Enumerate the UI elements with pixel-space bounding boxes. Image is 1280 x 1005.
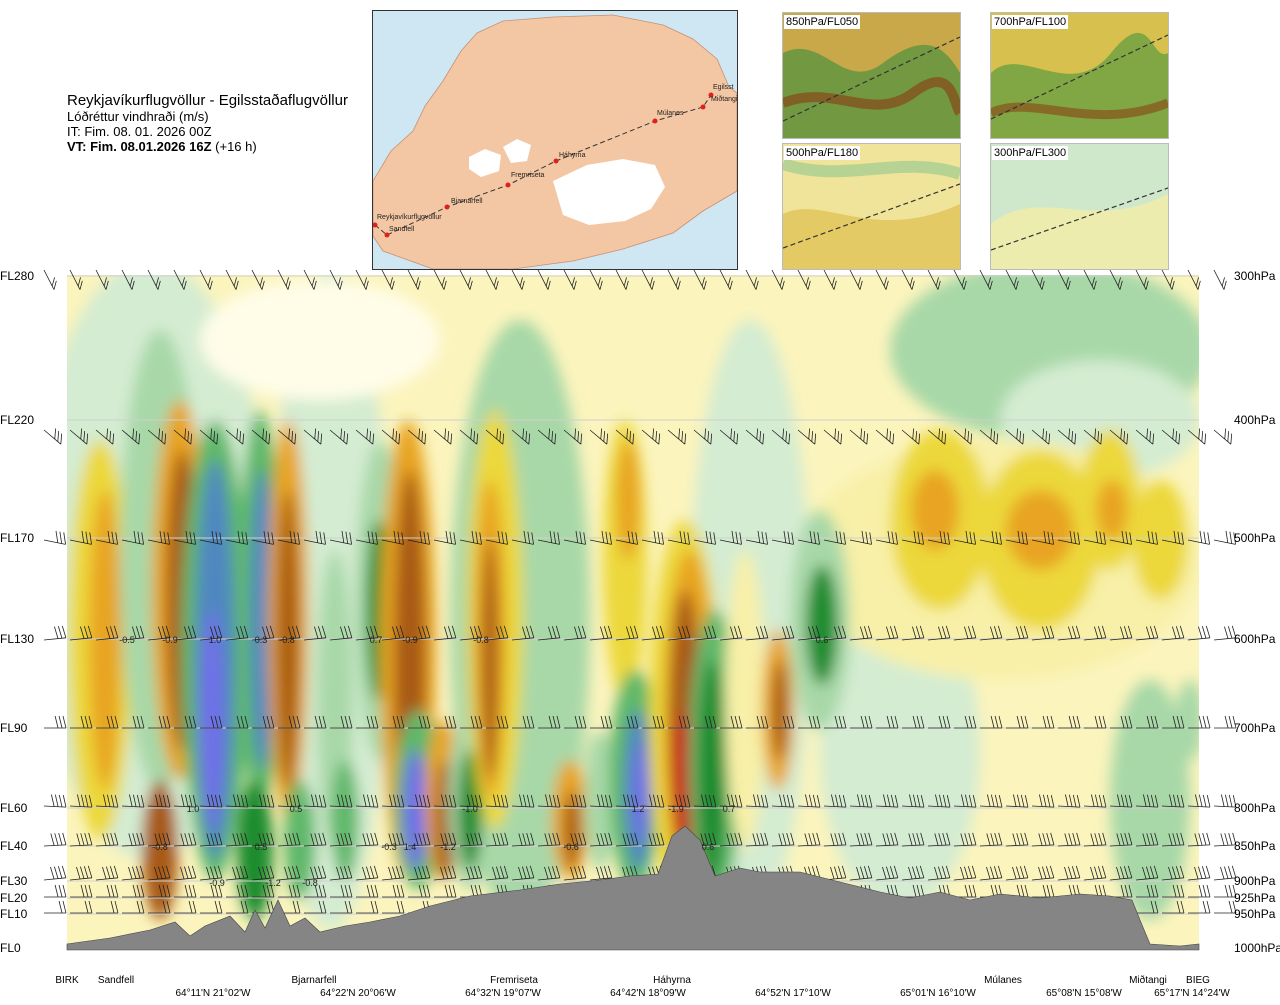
value-label-800hpa: 0.7 <box>723 804 736 814</box>
thumbnail-300hpa[interactable]: 300hPa/FL300 <box>990 143 1169 270</box>
thumbnail-label: 850hPa/FL050 <box>784 15 861 29</box>
value-label-800hpa: 0.5 <box>290 804 303 814</box>
flight-level-label: FL170 <box>0 531 35 545</box>
value-label-600hpa: -0.9 <box>402 635 418 645</box>
pressure-level-label: 600hPa <box>1234 632 1276 646</box>
pressure-level-label: 700hPa <box>1234 721 1276 735</box>
value-label-800hpa: -1.9 <box>668 804 684 814</box>
value-label-850hpa: -0.6 <box>563 842 579 852</box>
waypoint-label: Sandfell <box>97 975 135 986</box>
value-label-600hpa: 0.6 <box>816 635 829 645</box>
pressure-level-label: 900hPa <box>1234 874 1276 888</box>
flight-level-label: FL220 <box>0 413 35 427</box>
map-label-midtangi: Miðtangi <box>711 95 737 103</box>
pressure-level-label: 400hPa <box>1234 413 1276 427</box>
glacier-langjokull <box>469 149 501 177</box>
thumbnail-500hpa[interactable]: 500hPa/FL180 <box>782 143 961 270</box>
thumbnail-label: 500hPa/FL180 <box>784 146 861 160</box>
waypoint-label: Miðtangi <box>1129 975 1167 986</box>
value-label-900hpa: -1.2 <box>265 878 281 888</box>
map-label-egilsst: Egilsst <box>713 84 734 91</box>
value-label-900hpa: -0.8 <box>302 878 318 888</box>
value-label-850hpa: -0.8 <box>152 842 168 852</box>
flight-level-label: FL280 <box>0 269 35 283</box>
coordinate-label: 65°17'N 14°24'W <box>1154 988 1230 999</box>
coordinate-label: 64°11'N 21°02'W <box>175 988 251 999</box>
coordinate-label: 64°52'N 17°10'W <box>755 988 831 999</box>
chart-header: Reykjavíkurflugvöllur - Egilsstaðaflugvö… <box>67 92 367 154</box>
thumbnail-700hpa[interactable]: 700hPa/FL100 <box>990 12 1169 139</box>
value-label-800hpa: 1.0 <box>187 804 200 814</box>
terrain-profile <box>66 825 1200 951</box>
pressure-level-label: 1000hPa <box>1234 941 1280 955</box>
value-label-600hpa: 0.7 <box>370 635 383 645</box>
waypoint-label: Múlanes <box>984 975 1022 986</box>
waypoint-label: Fremriseta <box>490 975 538 986</box>
flight-level-label: FL40 <box>0 839 28 853</box>
map-label-reykjavik: Reykjavíkurflugvöllur <box>377 214 442 221</box>
value-label-800hpa: -1.0 <box>462 804 478 814</box>
waypoint-label: BIEG <box>1186 975 1210 986</box>
map-label-mulanes: Múlanes <box>657 110 684 117</box>
value-label-600hpa: -0.8 <box>279 635 295 645</box>
value-label-850hpa: 1.4 <box>404 842 417 852</box>
route-waypoints <box>373 92 714 238</box>
value-label-850hpa: 0.6 <box>702 842 715 852</box>
map-label-hahyrna: Háhyrna <box>559 152 586 159</box>
route-line <box>374 94 712 236</box>
valid-time: VT: Fim. 08.01.2026 16Z (+16 h) <box>67 139 257 154</box>
pressure-level-label: 950hPa <box>1234 907 1276 921</box>
value-labels: -0.5 -0.9 1.0 0.3 -0.8 0.7 -0.9 -0.8 0.6 1.0 0.5 -1… <box>119 635 828 888</box>
pressure-level-label: 300hPa <box>1234 269 1276 283</box>
map-label-fremriseta: Fremriseta <box>511 172 545 179</box>
thumbnail-label: 700hPa/FL100 <box>992 15 1069 29</box>
flight-level-label: FL60 <box>0 801 28 815</box>
waypoint-label: Háhyrna <box>653 975 691 986</box>
value-label-900hpa: -0.9 <box>209 878 225 888</box>
value-label-600hpa: -0.9 <box>162 635 178 645</box>
thumbnail-label: 300hPa/FL300 <box>992 146 1069 160</box>
flight-level-label: FL10 <box>0 907 28 921</box>
route-map: Reykjavíkurflugvöllur Sandfell Bjarnarfe… <box>372 10 738 270</box>
chart-title: Reykjavíkurflugvöllur - Egilsstaðaflugvö… <box>67 92 348 109</box>
value-label-600hpa: 0.3 <box>255 635 268 645</box>
pressure-level-label: 500hPa <box>1234 531 1276 545</box>
value-label-600hpa: 1.0 <box>209 635 222 645</box>
pressure-level-label: 925hPa <box>1234 891 1276 905</box>
flight-level-label: FL30 <box>0 874 28 888</box>
coordinate-label: 65°01'N 16°10'W <box>900 988 976 999</box>
pressure-level-label: 850hPa <box>1234 839 1276 853</box>
value-label-850hpa: -0.3 <box>381 842 397 852</box>
iceland-landmass <box>373 14 737 269</box>
glacier-hofsjokull <box>503 139 531 163</box>
flight-level-label: FL20 <box>0 891 28 905</box>
value-label-800hpa: 1.2 <box>632 804 645 814</box>
flight-level-label: FL130 <box>0 632 35 646</box>
value-label-600hpa: -0.5 <box>119 635 135 645</box>
map-label-bjarnarfell: Bjarnarfell <box>451 198 483 205</box>
waypoint-label: Bjarnarfell <box>291 975 337 986</box>
value-label-850hpa: 0.5 <box>255 842 268 852</box>
issue-time: IT: Fim. 08. 01. 2026 00Z <box>67 124 212 139</box>
flight-level-label: FL0 <box>0 941 21 955</box>
glacier-vatnajokull <box>553 159 665 225</box>
coordinate-label: 64°22'N 20°06'W <box>320 988 396 999</box>
coordinate-label: 64°42'N 18°09'W <box>610 988 686 999</box>
pressure-level-label: 800hPa <box>1234 801 1276 815</box>
value-label-600hpa: -0.8 <box>473 635 489 645</box>
waypoint-label: BIRK <box>55 975 79 986</box>
flight-level-label: FL90 <box>0 721 28 735</box>
chart-subtitle: Lóðréttur vindhraði (m/s) <box>67 109 209 124</box>
coordinate-label: 65°08'N 15°08'W <box>1046 988 1122 999</box>
map-label-sandfell: Sandfell <box>389 226 415 233</box>
value-label-850hpa: -1.2 <box>440 842 456 852</box>
thumbnail-850hpa[interactable]: 850hPa/FL050 <box>782 12 961 139</box>
coordinate-label: 64°32'N 19°07'W <box>465 988 541 999</box>
